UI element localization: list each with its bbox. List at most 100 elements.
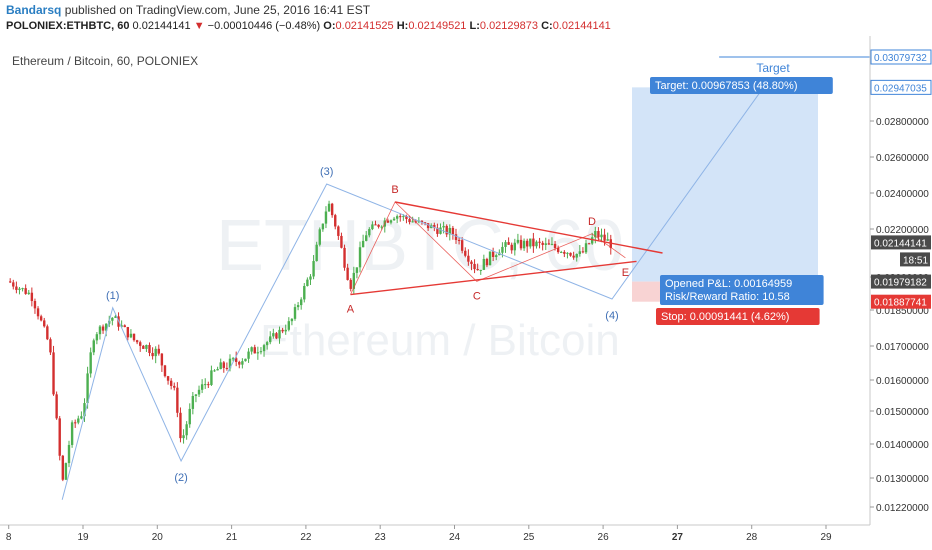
candle-body <box>380 226 383 228</box>
candle-body <box>46 326 49 340</box>
candle-body <box>77 418 80 423</box>
candle-body <box>399 216 402 218</box>
candle-body <box>238 361 241 365</box>
candle-body <box>318 229 321 245</box>
candle-body <box>234 358 238 362</box>
last-price: 0.02144141 <box>132 20 191 32</box>
candle-body <box>281 329 284 332</box>
high-value: 0.02149521 <box>408 20 467 32</box>
candle-body <box>439 227 442 234</box>
candle-body <box>423 222 427 224</box>
y-tick-label: 0.02200000 <box>876 225 929 236</box>
candle-body <box>21 288 24 290</box>
x-tick-label: 21 <box>226 532 238 543</box>
close-label: C: <box>541 20 553 32</box>
y-tick-label: 0.01850000 <box>876 306 929 317</box>
candle-body <box>402 216 405 218</box>
candle-body <box>516 239 520 243</box>
publish-line: Bandarsq published on TradingView.com, J… <box>6 3 370 17</box>
candle-body <box>374 224 377 226</box>
candle-body <box>510 244 513 251</box>
candle-body <box>460 240 464 251</box>
candle-body <box>550 243 554 245</box>
candle-body <box>553 243 557 248</box>
candle-body <box>185 424 188 436</box>
candle-body <box>454 234 458 240</box>
candle-body <box>464 250 467 256</box>
candle-body <box>426 223 430 229</box>
candle-body <box>312 261 315 277</box>
candle-body <box>451 227 455 235</box>
candle-body <box>200 384 204 390</box>
candle-body <box>64 463 68 480</box>
candle-body <box>163 365 167 377</box>
candle-body <box>327 203 331 212</box>
x-tick-label: 22 <box>300 532 312 543</box>
candle-body <box>575 253 578 258</box>
candle-body <box>250 347 253 352</box>
candle-body <box>296 305 300 308</box>
x-tick-label: 8 <box>6 532 12 543</box>
candle-body <box>55 394 58 419</box>
candle-body <box>519 239 523 249</box>
candle-body <box>606 239 609 241</box>
wave-label: (3) <box>320 166 333 178</box>
candle-body <box>535 241 538 247</box>
down-arrow-icon: ▼ <box>193 20 205 32</box>
candle-body <box>529 238 532 247</box>
candle-body <box>262 345 266 352</box>
candle-body <box>43 320 46 327</box>
candle-body <box>337 226 340 236</box>
candle-body <box>132 333 136 341</box>
candle-body <box>135 340 139 343</box>
wave-label: (2) <box>174 472 187 484</box>
y-tick-label: 0.01300000 <box>876 474 929 485</box>
candle-body <box>228 358 232 369</box>
candle-body <box>324 211 328 224</box>
candle-body <box>92 340 95 353</box>
candle-body <box>204 384 207 386</box>
candle-body <box>457 239 461 241</box>
candle-body <box>293 307 297 319</box>
candle-body <box>154 348 157 357</box>
candle-body <box>504 242 507 247</box>
price-tag <box>870 79 932 95</box>
x-tick-label: 24 <box>449 532 461 543</box>
watermark-name: Ethereum / Bitcoin <box>260 316 620 365</box>
candle-body <box>27 292 30 294</box>
x-tick-label: 20 <box>152 532 164 543</box>
high-label: H: <box>396 20 409 32</box>
candle-body <box>572 255 575 258</box>
candle-body <box>61 455 65 480</box>
candle-body <box>470 261 473 264</box>
candle-body <box>287 321 291 330</box>
candle-body <box>603 234 606 241</box>
candle-body <box>584 243 588 253</box>
candle-body <box>352 272 356 289</box>
pnl-label-box-text: Opened P&L: 0.00164959 <box>665 278 792 290</box>
candle-body <box>129 333 133 338</box>
candle-body <box>578 251 582 254</box>
pnl-label-box-bg <box>660 275 824 305</box>
candle-body <box>52 352 55 395</box>
low-value: 0.02129873 <box>479 20 539 32</box>
price-tag-label: 0.02947035 <box>874 83 927 94</box>
candle-body <box>525 240 529 247</box>
candle-body <box>269 336 272 343</box>
candle-body <box>467 255 470 262</box>
y-tick-label: 0.01220000 <box>876 503 929 514</box>
candle-body <box>448 227 451 235</box>
candle-body <box>392 218 396 221</box>
target-label-box: Target: 0.00967853 (48.80%) <box>650 77 833 94</box>
chart-pane[interactable]: ETHBTC, 60 Ethereum / Bitcoin (1) (2) (3) (4)… <box>0 36 932 550</box>
y-tick-label: 0.01700000 <box>876 342 929 353</box>
candle-body <box>482 258 486 270</box>
candle-body <box>104 323 108 331</box>
candle-body <box>507 242 510 245</box>
candle-body <box>70 422 74 445</box>
triangle-label: A <box>347 304 355 316</box>
author-link[interactable]: Bandarsq <box>6 3 62 17</box>
candle-body <box>405 216 408 220</box>
candle-body <box>67 444 71 464</box>
